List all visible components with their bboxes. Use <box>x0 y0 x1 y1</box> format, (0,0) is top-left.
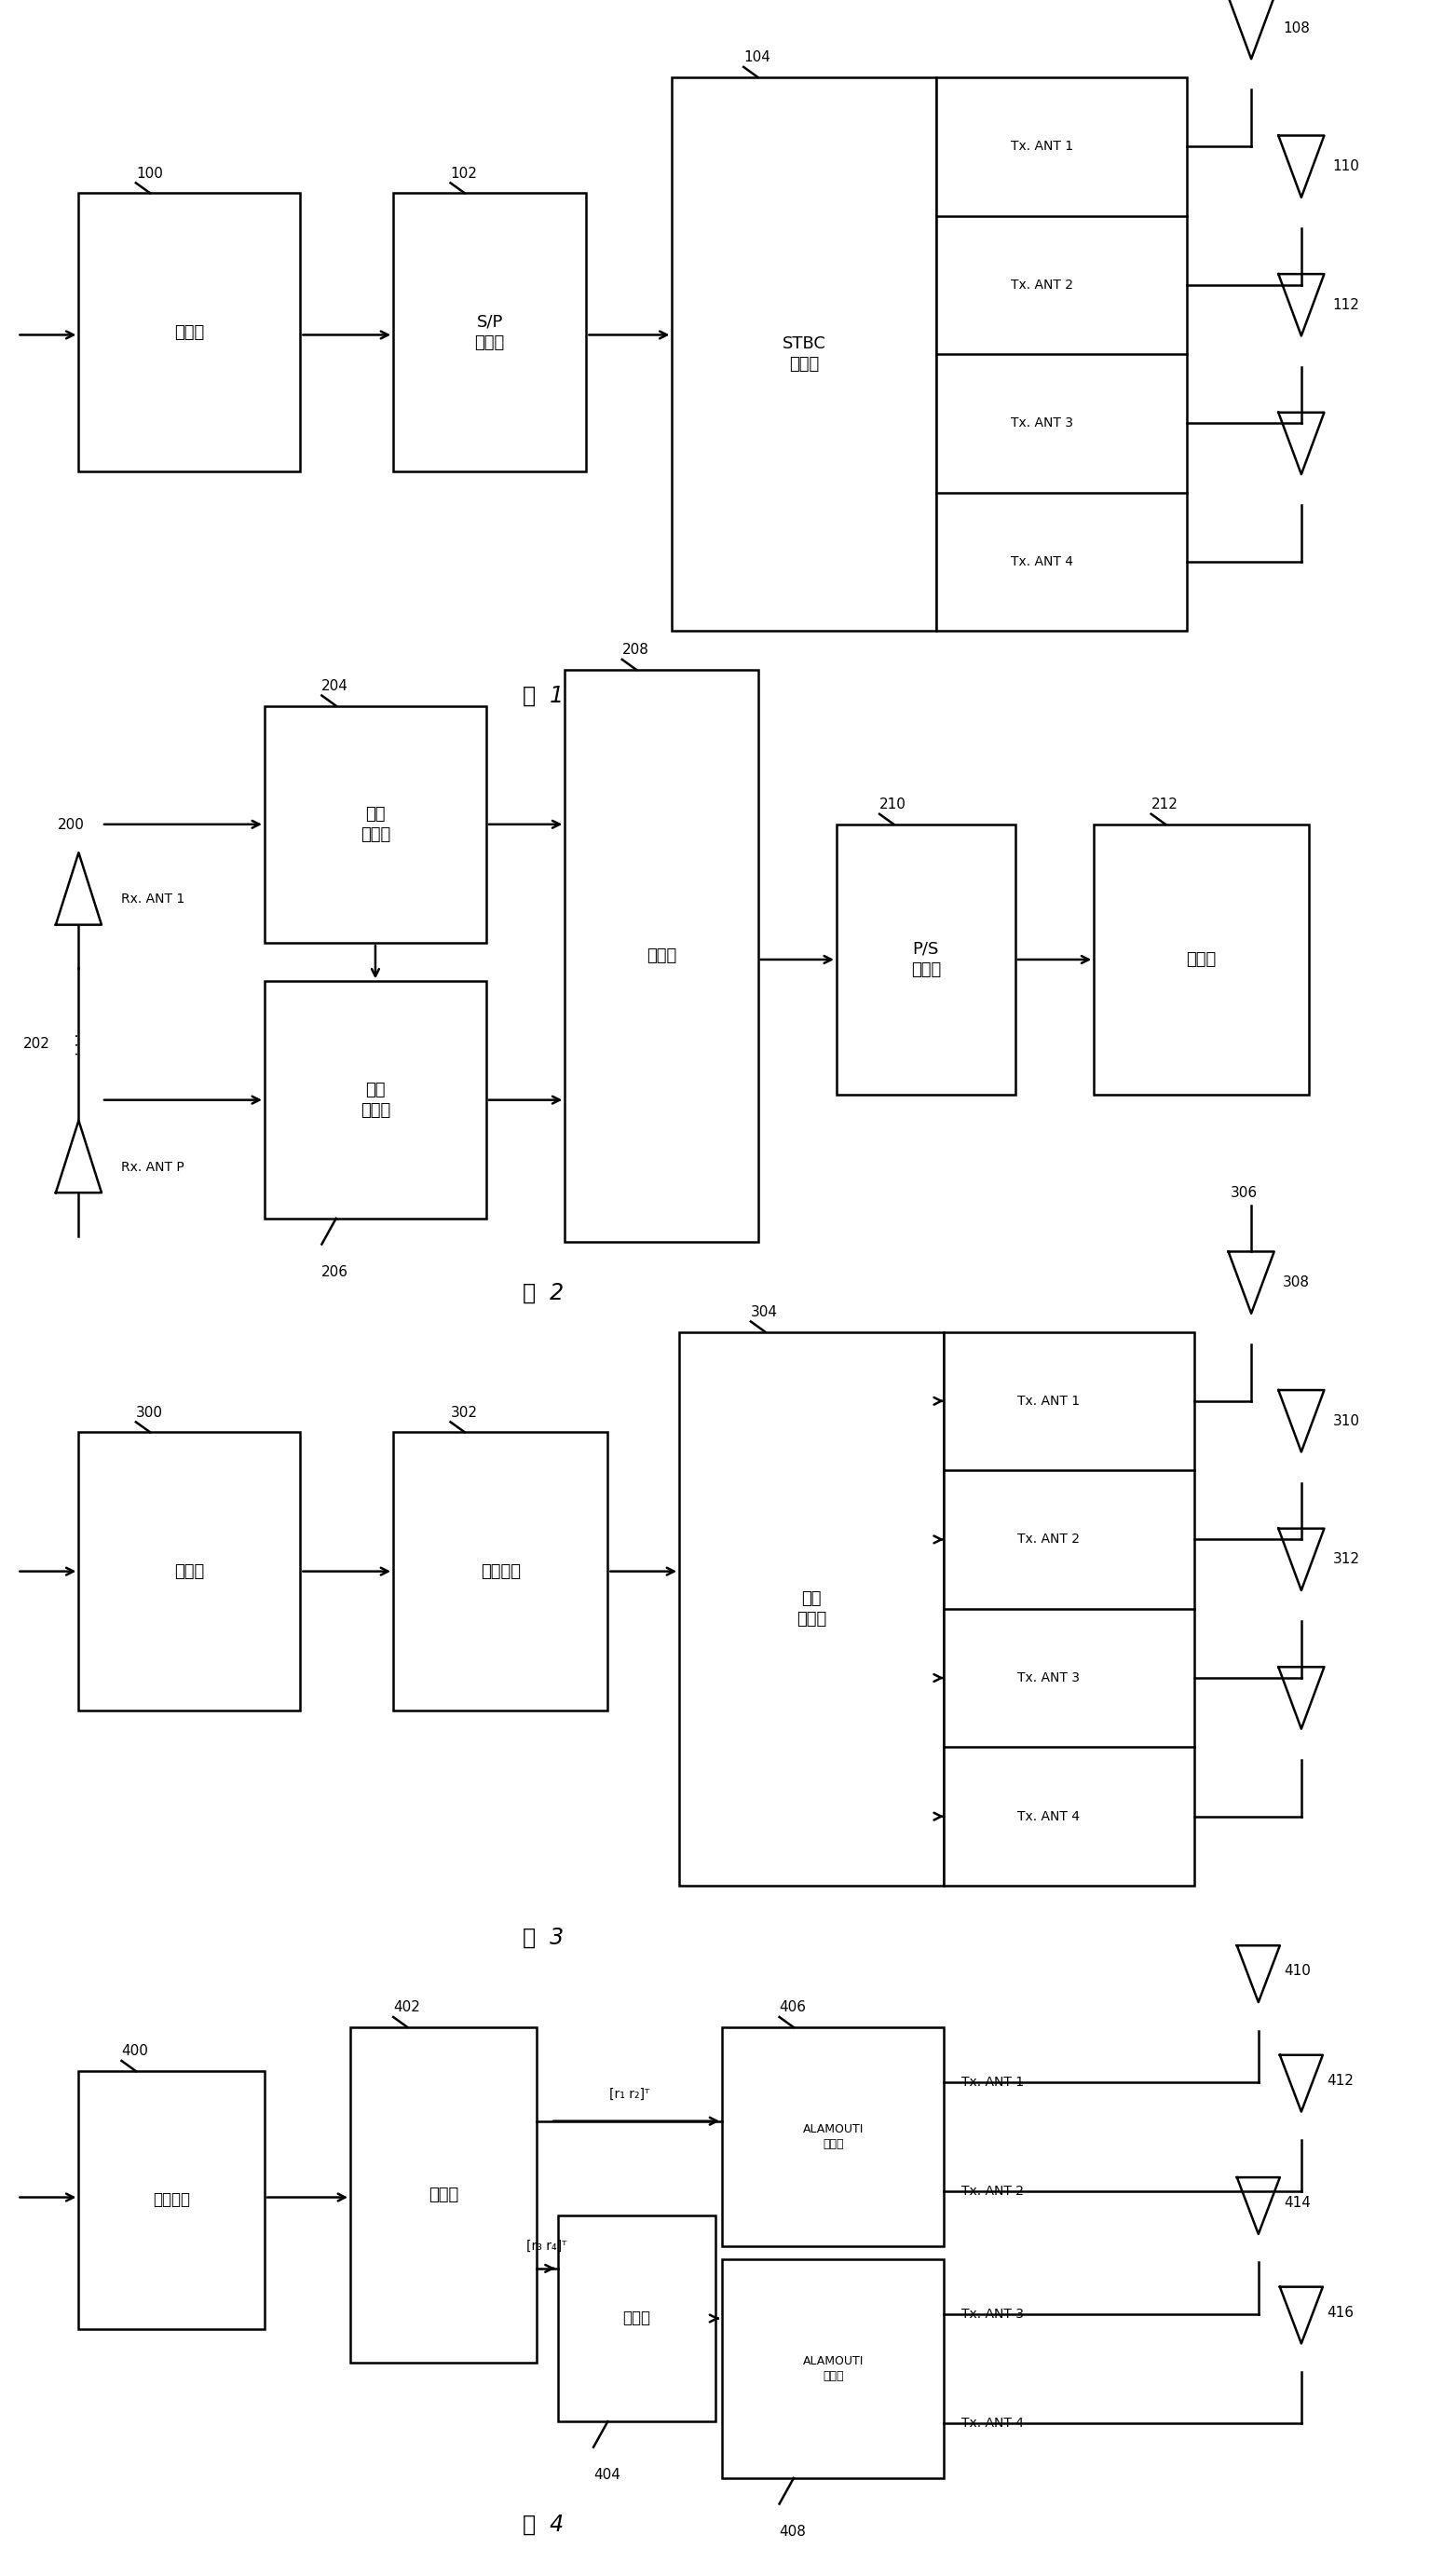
Text: 102: 102 <box>450 167 478 180</box>
FancyBboxPatch shape <box>393 1432 608 1710</box>
Text: 时空
映射器: 时空 映射器 <box>797 1589 827 1628</box>
Text: 图  3: 图 3 <box>523 1927 563 1947</box>
Text: 图  1: 图 1 <box>523 685 563 706</box>
Text: 416: 416 <box>1327 2306 1354 2318</box>
Text: 预编码器: 预编码器 <box>480 1564 521 1579</box>
FancyBboxPatch shape <box>265 706 486 943</box>
Text: 映射器: 映射器 <box>428 2187 459 2202</box>
FancyBboxPatch shape <box>679 1332 944 1886</box>
Text: Tx. ANT 2: Tx. ANT 2 <box>1011 278 1072 291</box>
Text: 400: 400 <box>122 2045 149 2058</box>
Text: 200: 200 <box>59 819 84 832</box>
Text: [r₁ r₂]ᵀ: [r₁ r₂]ᵀ <box>609 2087 649 2099</box>
FancyBboxPatch shape <box>79 193 300 471</box>
Text: 检测器: 检测器 <box>646 948 676 963</box>
Text: 406: 406 <box>779 2002 807 2014</box>
Text: 预编码器: 预编码器 <box>153 2192 190 2208</box>
Text: 图  4: 图 4 <box>523 2514 563 2535</box>
Text: 408: 408 <box>779 2524 807 2537</box>
Text: Tx. ANT 3: Tx. ANT 3 <box>961 2308 1024 2321</box>
Text: · · ·: · · · <box>72 1033 86 1056</box>
FancyBboxPatch shape <box>79 2071 265 2329</box>
Text: 调制器: 调制器 <box>174 1564 204 1579</box>
Text: 208: 208 <box>622 644 649 657</box>
Text: 302: 302 <box>450 1406 478 1419</box>
Text: Tx. ANT 4: Tx. ANT 4 <box>1018 1811 1080 1824</box>
FancyBboxPatch shape <box>944 1332 1194 1886</box>
Text: 410: 410 <box>1284 1965 1311 1978</box>
Text: [r₃ r₄]ᵀ: [r₃ r₄]ᵀ <box>526 2241 568 2254</box>
Text: ALAMOUTI
编码器: ALAMOUTI 编码器 <box>802 2354 864 2383</box>
Text: 延迟器: 延迟器 <box>622 2311 651 2326</box>
FancyBboxPatch shape <box>722 2259 944 2478</box>
FancyBboxPatch shape <box>393 193 586 471</box>
Text: Tx. ANT 2: Tx. ANT 2 <box>1018 1533 1080 1546</box>
Text: STBC
编码器: STBC 编码器 <box>782 335 827 374</box>
Text: Tx. ANT 4: Tx. ANT 4 <box>1011 556 1072 569</box>
FancyBboxPatch shape <box>79 1432 300 1710</box>
Text: 解调器: 解调器 <box>1185 951 1217 969</box>
Text: Tx. ANT 4: Tx. ANT 4 <box>961 2416 1024 2429</box>
Text: 206: 206 <box>322 1265 349 1278</box>
Text: 210: 210 <box>879 799 907 811</box>
Text: 调制器: 调制器 <box>174 325 204 340</box>
Text: Tx. ANT 3: Tx. ANT 3 <box>1018 1672 1080 1685</box>
Text: 304: 304 <box>751 1306 778 1319</box>
Text: 信道
估算器: 信道 估算器 <box>360 806 390 842</box>
Text: P/S
转换器: P/S 转换器 <box>911 940 941 979</box>
FancyBboxPatch shape <box>558 2215 715 2421</box>
Text: 212: 212 <box>1151 799 1178 811</box>
FancyBboxPatch shape <box>265 981 486 1218</box>
FancyBboxPatch shape <box>722 2027 944 2246</box>
FancyBboxPatch shape <box>837 824 1015 1095</box>
Text: 310: 310 <box>1333 1414 1360 1427</box>
Text: 112: 112 <box>1333 299 1360 312</box>
FancyBboxPatch shape <box>350 2027 536 2362</box>
FancyBboxPatch shape <box>672 77 937 631</box>
Text: S/P
转换器: S/P 转换器 <box>475 314 505 350</box>
Text: 100: 100 <box>136 167 163 180</box>
Text: 300: 300 <box>136 1406 163 1419</box>
Text: 312: 312 <box>1333 1553 1360 1566</box>
Text: 204: 204 <box>322 680 349 693</box>
FancyBboxPatch shape <box>1094 824 1308 1095</box>
Text: 202: 202 <box>23 1038 50 1051</box>
Text: Tx. ANT 3: Tx. ANT 3 <box>1011 417 1072 430</box>
Text: Tx. ANT 1: Tx. ANT 1 <box>1011 139 1072 152</box>
Text: Rx. ANT 1: Rx. ANT 1 <box>122 891 184 907</box>
Text: 412: 412 <box>1327 2074 1354 2087</box>
Text: 104: 104 <box>744 52 771 64</box>
Text: 108: 108 <box>1283 21 1310 36</box>
Text: 308: 308 <box>1283 1275 1310 1291</box>
Text: Rx. ANT P: Rx. ANT P <box>122 1159 184 1175</box>
Text: Tx. ANT 2: Tx. ANT 2 <box>961 2184 1024 2197</box>
Text: 404: 404 <box>593 2468 621 2481</box>
Text: Tx. ANT 1: Tx. ANT 1 <box>961 2076 1024 2089</box>
FancyBboxPatch shape <box>565 670 758 1242</box>
Text: 信号
组合器: 信号 组合器 <box>360 1082 390 1118</box>
Text: 306: 306 <box>1231 1185 1257 1200</box>
Text: 414: 414 <box>1284 2197 1311 2210</box>
Text: 402: 402 <box>393 2002 420 2014</box>
Text: 图  2: 图 2 <box>523 1283 563 1303</box>
FancyBboxPatch shape <box>937 77 1187 631</box>
Text: 110: 110 <box>1333 160 1360 173</box>
Text: Tx. ANT 1: Tx. ANT 1 <box>1018 1394 1080 1406</box>
Text: ALAMOUTI
编码器: ALAMOUTI 编码器 <box>802 2123 864 2151</box>
